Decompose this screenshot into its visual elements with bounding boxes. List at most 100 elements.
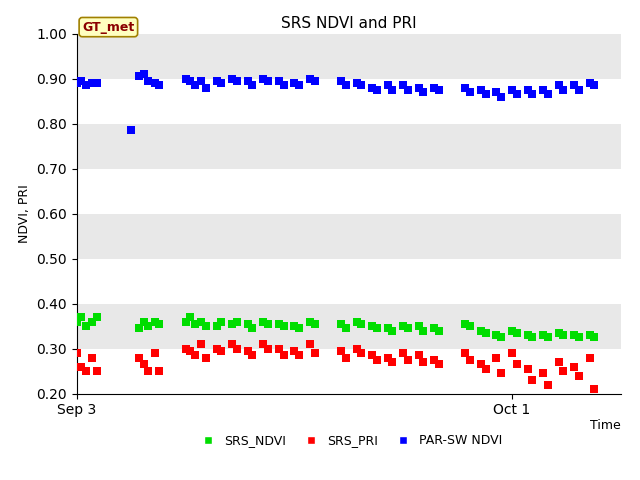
Point [496,370,506,377]
Point [522,331,532,339]
Point [258,340,268,348]
Point [138,360,148,368]
Point [143,367,154,375]
Point [481,365,491,372]
Point [92,79,102,87]
Point [154,320,164,328]
Point [263,320,273,328]
Point [543,381,553,388]
Point [232,345,242,352]
Point [180,75,191,83]
Point [351,345,362,352]
Point [126,127,136,134]
Point [196,340,206,348]
Point [429,356,440,364]
Point [180,318,191,325]
Point [356,82,366,89]
Point [81,367,92,375]
Point [351,318,362,325]
Point [92,313,102,321]
Point [558,86,568,94]
Point [289,79,300,87]
Point [413,351,424,359]
Point [243,320,253,328]
Point [185,77,195,84]
Point [340,354,351,361]
Point [76,363,86,371]
Point [87,354,97,361]
Point [398,82,408,89]
Point [310,77,320,84]
Point [413,84,424,91]
Point [232,77,242,84]
Point [76,313,86,321]
Point [465,88,475,96]
Point [340,324,351,332]
Bar [77,214,621,259]
Point [258,318,268,325]
Point [92,367,102,375]
Point [398,322,408,330]
Point [429,324,440,332]
Text: GT_met: GT_met [82,21,134,34]
Point [554,82,564,89]
Bar [77,123,621,168]
Point [196,77,206,84]
Bar [77,259,621,303]
Point [289,322,300,330]
Point [419,358,429,366]
Point [305,318,315,325]
Point [294,324,304,332]
Point [481,91,491,98]
Point [403,324,413,332]
Point [336,77,346,84]
Point [492,354,502,361]
Point [247,351,257,359]
Point [460,84,470,91]
Point [584,354,595,361]
Point [584,79,595,87]
Bar [77,348,621,394]
Point [476,327,486,335]
Point [372,324,382,332]
Point [554,329,564,336]
Point [403,356,413,364]
Point [522,86,532,94]
Point [247,82,257,89]
Point [465,356,475,364]
Point [310,320,320,328]
Point [507,86,517,94]
Point [154,367,164,375]
Point [543,91,553,98]
Point [434,327,444,335]
Point [227,75,237,83]
Point [383,324,393,332]
Point [263,77,273,84]
Point [569,363,579,371]
Point [196,318,206,325]
Y-axis label: NDVI, PRI: NDVI, PRI [18,184,31,243]
Point [143,77,154,84]
Point [419,327,429,335]
Point [243,77,253,84]
Point [190,82,200,89]
Point [538,331,548,339]
Point [243,347,253,355]
Point [589,82,600,89]
Point [180,345,191,352]
Point [387,358,397,366]
Point [403,86,413,94]
Bar [77,303,621,348]
Point [387,86,397,94]
Point [216,347,227,355]
Point [216,318,227,325]
Point [481,329,491,336]
Point [558,367,568,375]
Point [527,334,538,341]
Point [212,77,222,84]
Point [507,349,517,357]
Point [247,324,257,332]
Point [138,70,148,78]
Point [149,318,159,325]
Point [465,322,475,330]
